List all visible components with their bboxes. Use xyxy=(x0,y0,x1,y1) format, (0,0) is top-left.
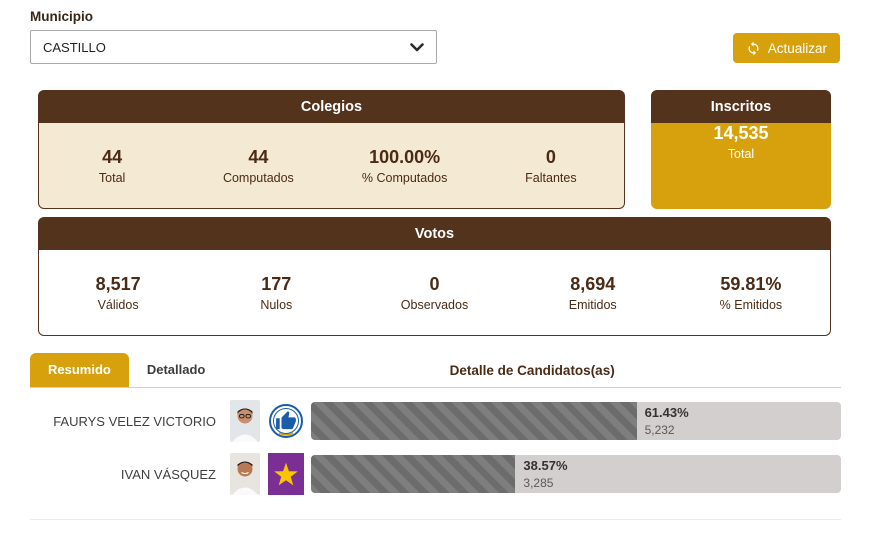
stat-label: Total xyxy=(727,147,755,161)
municipio-select[interactable]: CASTILLO xyxy=(30,30,437,64)
candidate-name: IVAN VÁSQUEZ xyxy=(120,466,216,482)
votos-stat-observados: 0 Observados xyxy=(355,274,513,312)
chevron-down-icon xyxy=(410,42,424,52)
stat-label: Emitidos xyxy=(568,297,617,312)
inscritos-card-title: Inscritos xyxy=(651,90,831,123)
vote-bar-fill xyxy=(311,402,637,440)
tab-detallado[interactable]: Detallado xyxy=(146,362,206,377)
stat-label: % Emitidos xyxy=(719,297,783,312)
vote-bar-label: 38.57% 3,285 xyxy=(523,457,567,491)
candidates-detail-title: Detalle de Candidatos(as) xyxy=(449,363,615,378)
stat-label: % Computados xyxy=(361,170,448,185)
candidate-row: FAURYS VELEZ VICTORIO xyxy=(30,399,841,443)
vote-bar-track: 61.43% 5,232 xyxy=(311,402,841,440)
stat-value: 0 xyxy=(545,146,556,167)
inscritos-card-body: 14,535 Total xyxy=(651,123,831,209)
vote-bar-fill xyxy=(311,455,516,493)
stat-label: Observados xyxy=(400,297,469,312)
candidate-photo xyxy=(230,400,260,442)
vote-count: 3,285 xyxy=(523,475,554,490)
refresh-button-label: Actualizar xyxy=(767,40,827,56)
stat-label: Total xyxy=(98,170,126,185)
vote-percent: 61.43% xyxy=(644,405,689,421)
stat-value: 44 xyxy=(102,146,123,167)
candidate-name: FAURYS VELEZ VICTORIO xyxy=(53,413,216,429)
candidates-results: FAURYS VELEZ VICTORIO xyxy=(30,399,841,520)
stat-value: 0 xyxy=(429,273,440,294)
colegios-stat-faltantes: 0 Faltantes xyxy=(478,147,624,185)
municipio-label: Municipio xyxy=(30,9,93,24)
vote-count: 5,232 xyxy=(644,422,675,437)
tab-resumido[interactable]: Resumido xyxy=(30,353,129,387)
colegios-stat-total: 44 Total xyxy=(39,147,185,185)
summary-cards-row: Colegios 44 Total 44 Computados 100.00% … xyxy=(38,90,831,209)
votos-stat-validos: 8,517 Válidos xyxy=(39,274,197,312)
star-square-logo-icon xyxy=(268,453,304,495)
candidate-row: IVAN VÁSQUEZ 38.57% 3,285 xyxy=(30,452,841,496)
stat-value: 14,535 xyxy=(713,123,769,143)
votos-card-title: Votos xyxy=(38,217,831,250)
stat-label: Válidos xyxy=(97,297,139,312)
votos-card: Votos 8,517 Válidos 177 Nulos 0 Observad… xyxy=(38,217,831,336)
candidate-photo xyxy=(230,453,260,495)
colegios-card-title: Colegios xyxy=(38,90,625,123)
vote-bar-label: 61.43% 5,232 xyxy=(645,404,689,438)
colegios-card: Colegios 44 Total 44 Computados 100.00% … xyxy=(38,90,625,209)
results-tabbar: Resumido Detallado Detalle de Candidatos… xyxy=(30,353,841,388)
refresh-button[interactable]: Actualizar xyxy=(732,33,840,63)
stat-value: 8,517 xyxy=(95,273,141,294)
votos-stat-emitidos: 8,694 Emitidos xyxy=(514,274,672,312)
stat-label: Faltantes xyxy=(525,170,577,185)
top-bar: Municipio CASTILLO Actualizar xyxy=(0,0,871,64)
stat-label: Computados xyxy=(222,170,294,185)
votos-card-body: 8,517 Válidos 177 Nulos 0 Observados 8,6… xyxy=(38,250,831,336)
vote-bar-track: 38.57% 3,285 xyxy=(311,455,841,493)
stat-value: 44 xyxy=(248,146,269,167)
colegios-card-body: 44 Total 44 Computados 100.00% % Computa… xyxy=(38,123,625,209)
vote-percent: 38.57% xyxy=(523,458,568,474)
votos-stat-nulos: 177 Nulos xyxy=(197,274,355,312)
inscritos-stat-total: 14,535 Total xyxy=(713,123,768,208)
stat-value: 100.00% xyxy=(369,146,441,167)
colegios-stat-pct-computados: 100.00% % Computados xyxy=(332,147,478,185)
thumbs-up-circle-logo-icon xyxy=(268,400,304,442)
refresh-icon xyxy=(746,41,761,56)
stat-label: Nulos xyxy=(260,297,293,312)
inscritos-card: Inscritos 14,535 Total xyxy=(651,90,831,209)
stat-value: 177 xyxy=(261,273,292,294)
colegios-stat-computados: 44 Computados xyxy=(185,147,331,185)
municipio-selected-value: CASTILLO xyxy=(43,39,106,55)
stat-value: 59.81% xyxy=(720,273,782,294)
stat-value: 8,694 xyxy=(570,273,616,294)
votos-stat-pct-emitidos: 59.81% % Emitidos xyxy=(672,274,830,312)
